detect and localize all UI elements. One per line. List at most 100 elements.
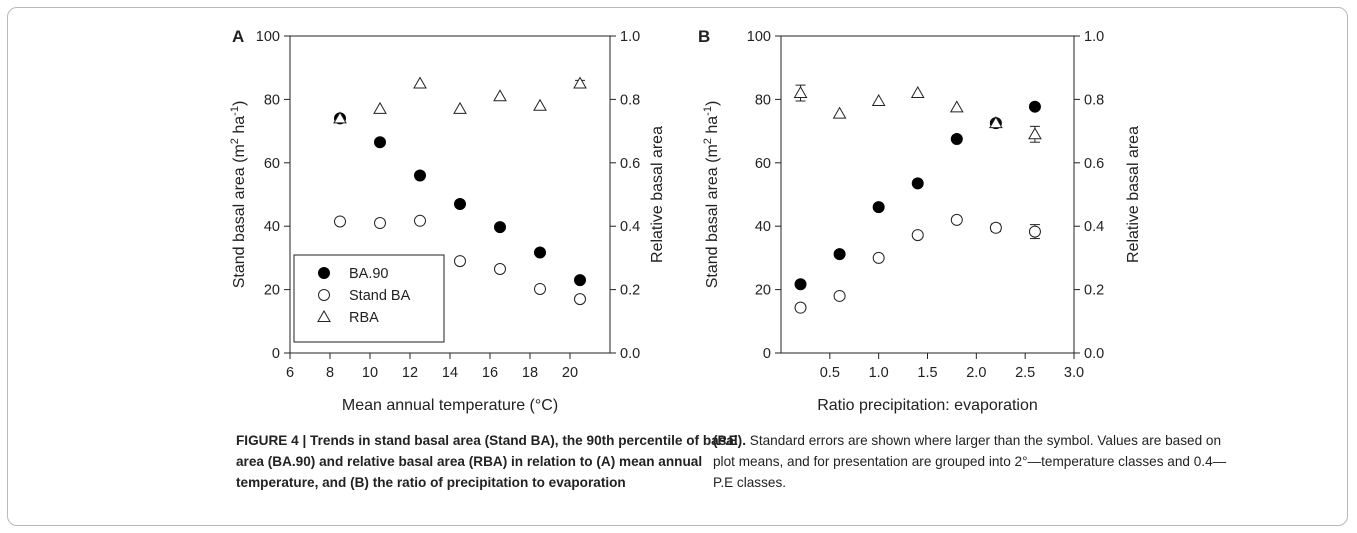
legend-marker	[318, 267, 330, 279]
legend-marker	[317, 309, 331, 322]
data-point	[573, 76, 587, 89]
x-tick-label: 6	[286, 365, 294, 381]
caption-right-text: Standard errors are shown where larger t…	[713, 433, 1227, 490]
y-tick-label: 100	[256, 29, 280, 45]
data-point	[793, 86, 808, 99]
y-tick-label: 40	[264, 219, 280, 235]
data-point	[911, 177, 924, 190]
data-point	[1028, 100, 1041, 113]
legend-label: RBA	[349, 310, 379, 326]
data-point	[534, 246, 546, 259]
y2-tick-label: 0.2	[620, 283, 640, 299]
y-axis-label-part: ha	[231, 116, 248, 138]
y-tick-label: 20	[264, 283, 280, 299]
y-axis-label-part: 2	[229, 138, 241, 144]
figure-frame	[7, 7, 1348, 526]
y-axis-label-part: ha	[704, 116, 721, 138]
x-tick-label: 20	[562, 365, 578, 381]
y-tick-label: 80	[264, 92, 280, 108]
y2-tick-label: 0.2	[1084, 283, 1104, 299]
data-point	[574, 274, 586, 287]
y-tick-label: 0	[763, 346, 771, 362]
x-tick-label: 2.0	[966, 365, 986, 381]
x-tick-label: 18	[522, 365, 538, 381]
data-point	[334, 215, 346, 228]
data-point	[374, 136, 386, 149]
y-tick-label: 40	[755, 219, 771, 235]
data-point	[413, 76, 427, 89]
caption-left-text: FIGURE 4 | Trends in stand basal area (S…	[236, 433, 738, 490]
y2-tick-label: 0.6	[620, 156, 640, 172]
data-point	[574, 293, 586, 306]
y-tick-label: 100	[747, 29, 771, 45]
data-point	[454, 255, 466, 268]
data-point	[910, 86, 925, 99]
x-tick-label: 14	[442, 365, 458, 381]
data-point	[911, 229, 924, 242]
data-point	[989, 221, 1002, 234]
panel-label: A	[232, 27, 244, 46]
data-point	[949, 100, 964, 113]
legend-label: Stand BA	[349, 288, 411, 304]
y-axis-label-part: -1	[702, 106, 714, 116]
data-point	[989, 116, 1003, 129]
caption-right-bold: (P.E).	[713, 433, 746, 448]
figure-caption-left: FIGURE 4 | Trends in stand basal area (S…	[236, 430, 756, 493]
data-point	[414, 214, 426, 227]
x-tick-label: 1.5	[917, 365, 937, 381]
data-point	[872, 201, 885, 214]
y-axis-label-part: )	[231, 101, 248, 106]
x-tick-label: 0.5	[820, 365, 840, 381]
x-tick-label: 2.5	[1015, 365, 1035, 381]
legend-box	[293, 254, 445, 343]
x-tick-label: 8	[326, 365, 334, 381]
data-point	[533, 98, 547, 111]
data-point	[494, 262, 506, 275]
data-point	[950, 213, 963, 226]
plot-frame	[780, 35, 1075, 354]
y2-tick-label: 0.4	[1084, 219, 1104, 235]
y2-axis-label: Relative basal area	[1125, 126, 1142, 263]
figure-caption-right: (P.E). Standard errors are shown where l…	[713, 430, 1233, 493]
x-tick-label: 10	[362, 365, 378, 381]
data-point	[794, 278, 807, 291]
y-axis-label-part: )	[704, 101, 721, 106]
data-point	[414, 169, 426, 182]
y2-tick-label: 0.6	[1084, 156, 1104, 172]
legend-marker	[318, 289, 330, 301]
y2-tick-label: 0.0	[620, 346, 640, 362]
data-point	[832, 106, 847, 119]
x-axis-label: Ratio precipitation: evaporation	[817, 397, 1038, 414]
x-tick-label: 3.0	[1064, 365, 1084, 381]
data-point	[453, 101, 467, 114]
data-point	[534, 282, 546, 295]
y2-tick-label: 0.8	[620, 92, 640, 108]
data-point	[950, 133, 963, 146]
y-axis-label-part: Stand basal area (m	[231, 144, 248, 288]
data-point	[1028, 127, 1042, 140]
y2-axis-label: Relative basal area	[649, 126, 666, 263]
data-point	[1028, 225, 1041, 238]
y-tick-label: 20	[755, 283, 771, 299]
y-tick-label: 80	[755, 92, 771, 108]
y-tick-label: 60	[264, 156, 280, 172]
data-point	[373, 101, 387, 114]
legend-label: BA.90	[349, 266, 389, 282]
y-axis-label-part: -1	[229, 106, 241, 116]
data-point	[833, 289, 846, 302]
y2-tick-label: 0.0	[1084, 346, 1104, 362]
y-axis-label: Stand basal area (m2 ha-1)	[702, 101, 721, 289]
chart-panel-a: 6 8 10 12 14 16 18 20 0 20 40 60 80 100 0.0 0.2 0.4 0.6 0.…	[229, 27, 666, 414]
x-tick-label: 1.0	[869, 365, 889, 381]
y2-tick-label: 1.0	[620, 29, 640, 45]
data-point	[333, 111, 347, 124]
data-point	[833, 248, 846, 261]
y2-tick-label: 0.4	[620, 219, 640, 235]
panel-label: B	[698, 27, 710, 46]
data-point	[454, 198, 466, 211]
y-axis-label-part: 2	[702, 138, 714, 144]
y-axis-label-part: Stand basal area (m	[704, 144, 721, 288]
x-tick-label: 16	[482, 365, 498, 381]
data-point	[794, 301, 807, 314]
chart-panel-b: 0.5 1.0 1.5 2.0 2.5 3.0 0 20 40 60 80 100 0.0 0.2 0.4 0…	[698, 27, 1142, 414]
